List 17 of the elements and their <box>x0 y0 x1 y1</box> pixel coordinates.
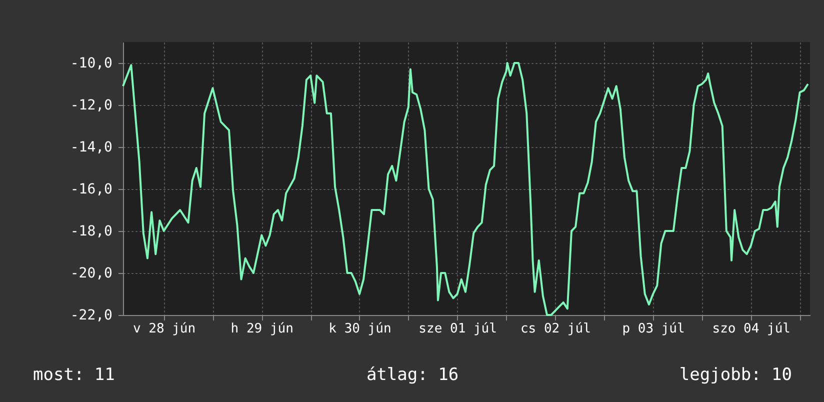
y-tick-label: -10,0 <box>70 56 112 72</box>
x-tick-label: cs 02 júl <box>520 322 591 336</box>
y-tick-label: -22,0 <box>70 308 112 324</box>
text: legjobb: 10 <box>679 365 792 385</box>
x-tick-label: szo 04 júl <box>712 322 791 336</box>
x-tick-label: h 29 jún <box>230 322 294 336</box>
text: átlag: 16 <box>366 365 459 385</box>
y-tick-label: -12,0 <box>70 98 112 114</box>
x-tick-label: sze 01 júl <box>418 322 497 336</box>
y-tick-label: -18,0 <box>70 224 112 240</box>
x-tick-label: k 30 jún <box>328 322 392 336</box>
x-tick-label: p 03 júl <box>622 322 685 336</box>
x-tick-label: v 28 jún <box>132 322 196 336</box>
y-tick-label: -14,0 <box>70 140 112 156</box>
text: most: 11 <box>33 365 115 385</box>
y-tick-label: -16,0 <box>70 182 112 198</box>
y-tick-label: -20,0 <box>70 266 112 282</box>
